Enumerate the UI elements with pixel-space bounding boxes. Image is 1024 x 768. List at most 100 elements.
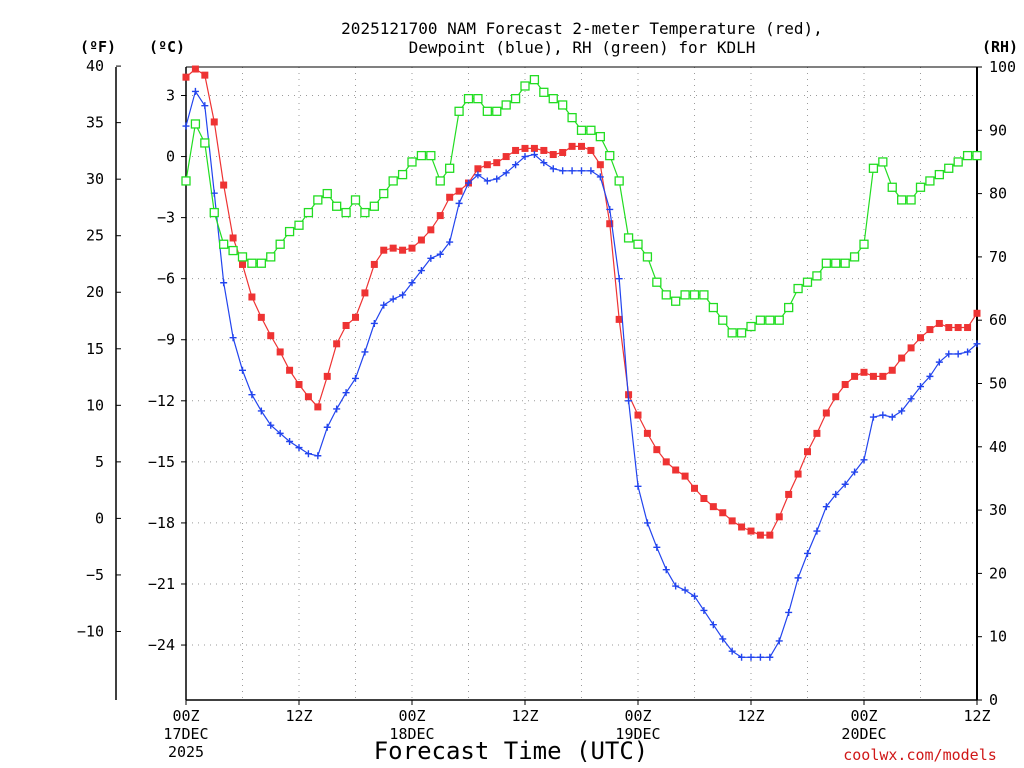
dewpoint-point (625, 397, 633, 405)
2-meter-temperature-point (719, 509, 727, 517)
rh-point (623, 233, 634, 243)
rh-tick-label: 20 (989, 564, 1007, 582)
2-meter-temperature-point (417, 236, 425, 244)
rh-point (614, 176, 624, 186)
2-meter-temperature-point (483, 161, 491, 169)
x-tick-date: 19DEC (615, 725, 660, 743)
dewpoint-point (361, 348, 369, 356)
2-meter-temperature-point (530, 144, 538, 152)
rh-point (793, 283, 803, 294)
2-meter-temperature-point (455, 187, 463, 195)
rh-tick-label: 0 (989, 691, 998, 709)
2-meter-temperature-point (549, 151, 557, 159)
rh-point (652, 277, 662, 287)
rh-point (407, 157, 417, 167)
dewpoint-point (578, 167, 585, 175)
rh-point (699, 290, 709, 300)
chart-title-line1: 2025121700 NAM Forecast 2-meter Temperat… (341, 19, 823, 38)
2-meter-temperature-point (804, 448, 811, 456)
2-meter-temperature-point (964, 324, 972, 332)
2-meter-temperature-point (512, 146, 520, 154)
2-meter-temperature-point (738, 523, 746, 531)
2-meter-temperature-point (945, 324, 953, 332)
2-meter-temperature-point (851, 372, 859, 380)
2-meter-temperature-point (672, 466, 680, 474)
celsius-unit-label: (ºC) (149, 38, 185, 56)
dewpoint-point (634, 482, 642, 490)
dewpoint-point (973, 340, 981, 348)
dewpoint-point (314, 452, 322, 460)
dewpoint-point (474, 171, 482, 179)
dewpoint-point (521, 153, 529, 161)
2-meter-temperature-point (540, 146, 548, 154)
dewpoint-point (201, 102, 209, 110)
dewpoint-point (352, 374, 359, 382)
rh-point (558, 100, 568, 110)
celsius-tick-label: 3 (166, 86, 175, 104)
rh-point (435, 176, 445, 186)
2-meter-temperature-point (879, 372, 887, 380)
2-meter-temperature-point (954, 324, 962, 332)
celsius-tick-label: −3 (157, 209, 175, 227)
x-tick-label: 00Z (398, 707, 425, 725)
rh-point (708, 302, 718, 313)
rh-point (454, 106, 464, 116)
rh-point (397, 169, 408, 180)
dewpoint-point (832, 490, 840, 498)
rh-point (972, 150, 982, 161)
2-meter-temperature-point (691, 484, 698, 492)
2-meter-temperature-point (493, 159, 501, 167)
dewpoint-point (672, 582, 680, 590)
2-meter-temperature-point (389, 244, 397, 252)
dewpoint-point (794, 574, 802, 582)
2-meter-temperature-point (935, 319, 943, 327)
dewpoint-point (229, 334, 237, 342)
2-meter-temperature-point (210, 118, 218, 126)
rh-point (784, 302, 794, 313)
dewpoint-point (380, 301, 388, 309)
dewpoint-point (709, 621, 717, 629)
dewpoint-point (389, 295, 397, 303)
dewpoint-point (945, 350, 953, 358)
2-meter-temperature-point (521, 144, 529, 152)
2-meter-temperature-point (427, 226, 435, 234)
rh-point (303, 207, 314, 218)
rh-tick-label: 60 (989, 311, 1007, 329)
rh-point (492, 106, 502, 116)
fahrenheit-tick-label: 0 (95, 509, 104, 527)
dewpoint-point (276, 429, 284, 437)
2-meter-temperature-point (813, 429, 821, 437)
dewpoint-point (615, 275, 623, 283)
rh-point (887, 182, 897, 192)
rh-point (322, 188, 332, 199)
rh-point (275, 239, 285, 249)
rh-point (944, 163, 954, 173)
2-meter-temperature-point (191, 65, 199, 73)
rh-point (529, 75, 540, 85)
2-meter-temperature-point (888, 366, 896, 374)
rh-point (501, 100, 511, 110)
rh-point (765, 315, 775, 325)
2-meter-temperature-point (380, 246, 388, 254)
2-meter-temperature-point (361, 289, 369, 297)
celsius-tick-label: 0 (166, 148, 175, 166)
rh-point (680, 290, 690, 300)
2-meter-temperature-point (182, 73, 190, 81)
rh-point (209, 207, 219, 218)
rh-point (671, 296, 681, 306)
dewpoint-point (662, 566, 670, 574)
dewpoint-point (399, 291, 407, 299)
rh-point (868, 163, 879, 173)
2-meter-temperature-point (229, 234, 237, 242)
2-meter-temperature-point (436, 212, 444, 220)
rh-point (190, 119, 201, 129)
rh-tick-label: 70 (989, 248, 1007, 266)
dewpoint-point (267, 421, 275, 429)
dewpoint-point (530, 151, 538, 159)
dewpoint-point (700, 606, 708, 614)
rh-point (915, 182, 926, 192)
fahrenheit-tick-label: 5 (95, 453, 104, 471)
rh-point (689, 290, 700, 300)
dewpoint-point (333, 405, 341, 413)
rh-point (539, 87, 549, 97)
